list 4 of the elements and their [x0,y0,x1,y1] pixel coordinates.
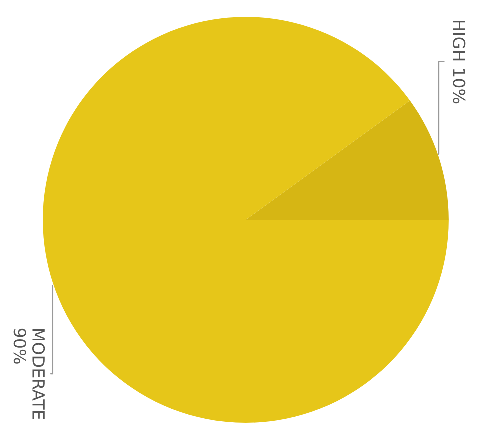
slice-label: HIGH 10% [453,20,466,104]
slice-label: MODERATE [32,329,46,420]
data-label: 90% [14,328,26,364]
pie-slice [246,100,449,220]
